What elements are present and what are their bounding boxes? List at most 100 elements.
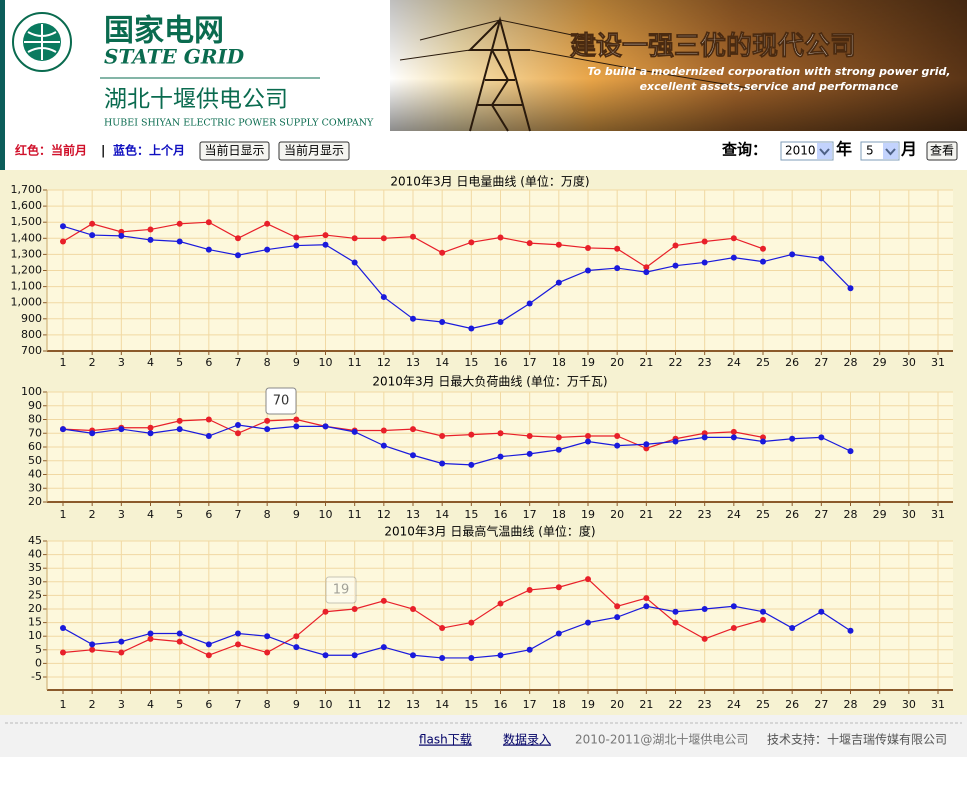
button-view-label[interactable]: 查看: [930, 144, 954, 158]
select-arrow[interactable]: [883, 143, 898, 159]
y-tick-label: 30: [28, 575, 42, 588]
x-tick-label: 3: [118, 356, 125, 369]
data-point: [380, 235, 387, 242]
slogan-en: excellent assets,service and performance: [640, 80, 899, 93]
y-tick-label: 1,600: [11, 199, 43, 212]
x-tick-label: 20: [610, 356, 624, 369]
x-tick-label: 23: [698, 698, 712, 711]
y-tick-label: 20: [28, 495, 42, 508]
data-point: [410, 233, 416, 240]
chart-title: 2010年3月 日最大负荷曲线 (单位：万千瓦): [372, 374, 607, 389]
data-point: [614, 614, 621, 621]
data-point: [497, 652, 504, 659]
charts: 2010年3月 日电量曲线 (单位：万度)1 2 3 4 5 6 7 8 9 10 11 12 13 14…: [11, 174, 953, 711]
logo-en: STATE GRID: [104, 45, 245, 69]
data-point: [555, 584, 562, 591]
x-tick-label: 13: [406, 698, 420, 711]
data-point: [235, 252, 241, 259]
x-tick-label: 14: [435, 508, 449, 521]
data-point: [585, 438, 591, 445]
x-tick-label: 16: [494, 508, 508, 521]
data-point: [264, 417, 271, 424]
button-month[interactable]: [278, 141, 350, 161]
data-point: [526, 586, 533, 593]
data-point: [701, 434, 708, 441]
data-point: [730, 428, 737, 435]
logo-cn: 国家电网: [104, 14, 224, 49]
data-point: [351, 428, 358, 435]
data-point: [176, 238, 183, 245]
month-value[interactable]: 5: [866, 144, 874, 158]
x-tick-label: 10: [319, 356, 333, 369]
x-tick-label: 23: [698, 356, 712, 369]
x-tick-label: 17: [523, 698, 537, 711]
button-day[interactable]: [199, 141, 270, 161]
year-unit: 年: [836, 140, 852, 159]
x-tick-label: 31: [931, 356, 945, 369]
data-point: [672, 242, 679, 249]
data-point: [497, 319, 504, 326]
data-point: [439, 433, 446, 439]
data-point: [555, 241, 562, 248]
select-arrow[interactable]: [817, 143, 832, 159]
y-tick-label: 1,500: [11, 215, 43, 228]
data-point: [147, 236, 154, 243]
x-tick-label: 2: [89, 356, 96, 369]
y-tick-label: 0: [35, 656, 42, 669]
y-tick-label: 1,100: [11, 280, 43, 293]
data-point: [205, 246, 212, 253]
y-tick-label: 20: [28, 602, 42, 615]
data-point: [322, 423, 329, 430]
data-point: [701, 259, 708, 266]
data-point: [89, 646, 96, 653]
select-arrow-icon: [819, 148, 830, 156]
separator: |: [101, 144, 105, 158]
year-value[interactable]: 2010: [785, 144, 816, 158]
button-day-label[interactable]: 当前日显示: [204, 143, 264, 158]
slogan: 建设一强三优的现代公司: [570, 31, 856, 62]
y-tick-label: 35: [28, 561, 42, 574]
x-tick-label: 14: [435, 698, 449, 711]
x-tick-label: 27: [814, 356, 828, 369]
x-tick-label: 11: [348, 508, 362, 521]
data-point: [293, 416, 300, 423]
data-point: [789, 435, 796, 442]
data-point: [176, 426, 183, 433]
x-tick-label: 24: [727, 508, 741, 521]
x-tick-label: 8: [264, 698, 271, 711]
data-point: [760, 616, 766, 623]
data-point: [672, 608, 679, 615]
x-tick-label: 21: [639, 698, 653, 711]
button-month-label[interactable]: 当前月显示: [284, 143, 344, 158]
chart-title: 2010年3月 日电量曲线 (单位：万度): [390, 174, 589, 189]
data-point: [847, 448, 854, 455]
x-tick-label: 5: [176, 508, 183, 521]
x-tick-label: 5: [176, 698, 183, 711]
series-line: [62, 605, 851, 659]
data-point: [60, 238, 66, 245]
y-tick-label: 80: [28, 413, 42, 426]
button-view[interactable]: [926, 141, 958, 161]
data-point: [643, 264, 650, 271]
x-tick-label: 21: [639, 508, 653, 521]
y-tick-label: 25: [28, 588, 42, 601]
data-point: [118, 638, 125, 645]
data-point: [322, 232, 329, 239]
y-tick-label: 30: [28, 481, 42, 494]
data-point: [526, 300, 533, 307]
x-tick-label: 10: [319, 508, 333, 521]
x-tick-label: 19: [581, 698, 595, 711]
data-point: [497, 430, 504, 437]
data-point: [672, 438, 679, 445]
link-input[interactable]: 数据录入: [503, 732, 551, 747]
x-tick-label: 1: [60, 698, 67, 711]
data-point: [672, 262, 679, 269]
x-tick-label: 22: [669, 698, 683, 711]
legend-blue: 蓝色：上个月: [113, 143, 185, 158]
data-point: [585, 433, 591, 439]
link-flash[interactable]: flash下载: [419, 733, 472, 747]
x-tick-label: 9: [293, 698, 300, 711]
x-tick-label: 30: [902, 508, 916, 521]
data-point: [789, 625, 796, 632]
data-point: [322, 241, 329, 248]
